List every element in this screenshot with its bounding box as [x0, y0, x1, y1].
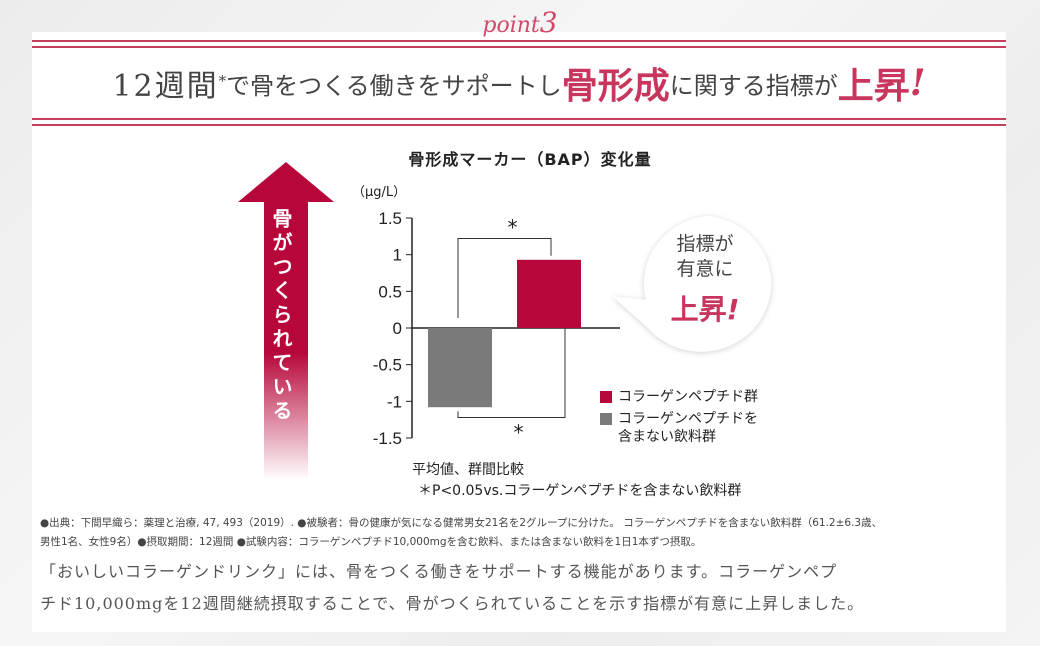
- headline: 12週間 * で骨をつくる働きをサポートし 骨形成 に関する指標が 上昇!: [112, 62, 926, 107]
- legend-swatch-gray: [600, 413, 612, 425]
- top-rule-2: [32, 46, 1006, 48]
- bottom-rule-2: [32, 124, 1006, 126]
- bubble-text: 指標が 有意に: [676, 233, 734, 280]
- chart-notes: 平均値、群間比較 ＊P<0.05vs.コラーゲンペプチドを含まない飲料群: [412, 462, 742, 499]
- source-note: ●出典：下間早織ら：薬理と治療, 47, 493（2019）. ●被験者：骨の健…: [40, 517, 883, 548]
- significance-bracket-bottom: [457, 328, 566, 418]
- chart-title: 骨形成マーカー（BAP）変化量: [408, 150, 652, 169]
- bottom-rule: [32, 118, 1006, 120]
- bar-collagen: [517, 259, 581, 328]
- bar-no-collagen: [428, 328, 492, 408]
- point-label: point3: [482, 6, 558, 39]
- top-rule: [32, 40, 1006, 42]
- chart-legend: コラーゲンペプチド群 コラーゲンペプチドを 含まない飲料群: [600, 388, 758, 450]
- y-tick-label: 0.5: [378, 282, 402, 301]
- description: 「おいしいコラーゲンドリンク」には、骨をつくる働きをサポートする機能があります。…: [40, 562, 865, 613]
- y-tick-label: 1.5: [378, 209, 402, 228]
- upward-arrow-icon: [238, 162, 334, 480]
- arrow-label: 骨がつくられている: [269, 208, 293, 424]
- y-tick-label: 0: [393, 319, 402, 338]
- significance-star-bottom: *: [514, 420, 524, 444]
- y-tick-label: -1.5: [373, 429, 402, 448]
- bubble-emphasis: 上昇!: [670, 293, 740, 326]
- speech-bubble: [612, 216, 772, 352]
- y-tick-label: -0.5: [373, 356, 402, 375]
- y-tick-label: 1: [393, 246, 402, 265]
- significance-star-top: *: [508, 216, 518, 240]
- y-axis-unit: （μg/L）: [352, 185, 407, 200]
- legend-item-collagen: コラーゲンペプチド群: [600, 388, 758, 406]
- legend-item-no-collagen: コラーゲンペプチドを 含まない飲料群: [600, 410, 758, 446]
- content-card: [32, 32, 1006, 632]
- significance-bracket-top: [457, 238, 552, 318]
- y-tick-label: -1: [387, 392, 402, 411]
- legend-swatch-red: [600, 391, 612, 403]
